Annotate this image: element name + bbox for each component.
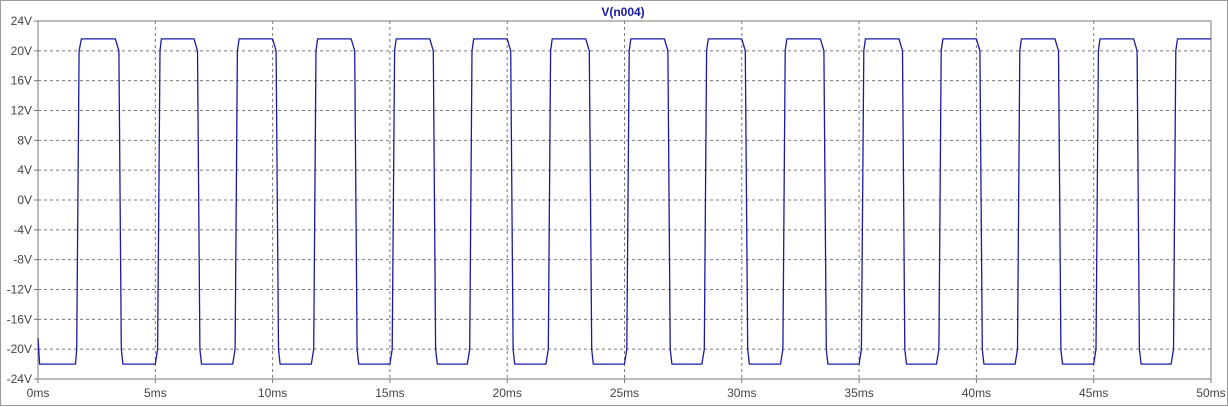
x-tick-label: 50ms bbox=[1196, 386, 1225, 400]
y-tick-label: 4V bbox=[17, 163, 32, 177]
y-tick-label: -4V bbox=[13, 223, 32, 237]
x-tick-label: 10ms bbox=[258, 386, 287, 400]
y-tick-label: 20V bbox=[11, 44, 32, 58]
series-line-v-n004[interactable] bbox=[37, 38, 1211, 365]
x-tick-label: 0ms bbox=[27, 386, 50, 400]
x-tick-label: 15ms bbox=[375, 386, 404, 400]
y-tick-label: -16V bbox=[7, 312, 32, 326]
y-tick-label: -8V bbox=[13, 253, 32, 267]
y-tick-label: 0V bbox=[17, 193, 32, 207]
x-tick-labels: 0ms 5ms 10ms 15ms 20ms 25ms 30ms 35ms 40ms 45ms 50… bbox=[27, 386, 1226, 400]
y-tick-label: -12V bbox=[7, 283, 32, 297]
y-tick-label: -24V bbox=[7, 372, 32, 386]
plot-area-border bbox=[37, 20, 1212, 380]
y-tick-label: 8V bbox=[17, 133, 32, 147]
series-layer bbox=[37, 38, 1211, 365]
x-tick-label: 40ms bbox=[962, 386, 991, 400]
x-tick-label: 45ms bbox=[1079, 386, 1108, 400]
trace-title[interactable]: V(n004) bbox=[601, 5, 644, 19]
y-tick-labels: 24V 20V 16V 12V 8V 4V 0V -4V -8V -12V -16V -20V -24V bbox=[7, 14, 32, 386]
x-tick-label: 5ms bbox=[144, 386, 167, 400]
axis-layer bbox=[34, 20, 1212, 383]
y-tick-label: -20V bbox=[7, 342, 32, 356]
x-tick-label: 30ms bbox=[727, 386, 756, 400]
x-tick-label: 25ms bbox=[610, 386, 639, 400]
y-tick-label: 12V bbox=[11, 104, 32, 118]
y-tick-label: 16V bbox=[11, 74, 32, 88]
grid-layer bbox=[38, 21, 1211, 379]
y-tick-label: 24V bbox=[11, 14, 32, 28]
x-tick-label: 20ms bbox=[493, 386, 522, 400]
x-tick-label: 35ms bbox=[844, 386, 873, 400]
